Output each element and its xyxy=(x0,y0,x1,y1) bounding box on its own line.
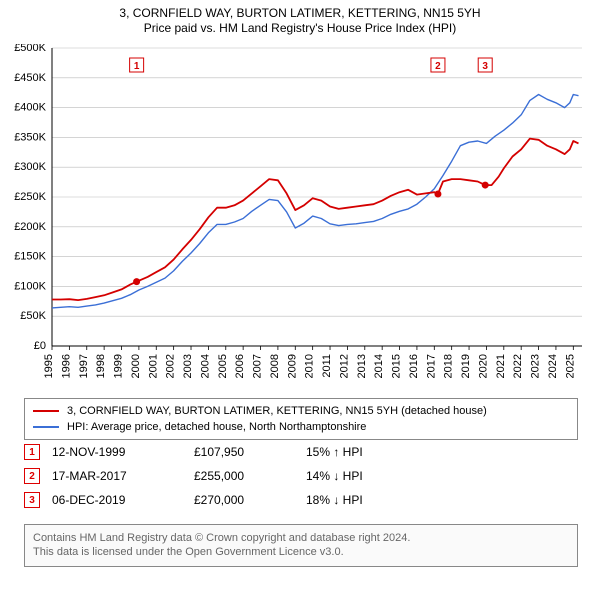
svg-text:£350K: £350K xyxy=(14,131,46,143)
svg-text:2006: 2006 xyxy=(234,354,246,378)
legend-label-property: 3, CORNFIELD WAY, BURTON LATIMER, KETTER… xyxy=(67,405,487,417)
svg-text:2018: 2018 xyxy=(443,354,455,378)
svg-text:£250K: £250K xyxy=(14,191,46,203)
svg-text:1997: 1997 xyxy=(78,354,90,378)
event-price-2: £255,000 xyxy=(194,469,294,483)
svg-text:£0: £0 xyxy=(34,340,46,352)
svg-text:£500K: £500K xyxy=(14,44,46,54)
event-marker-1: 1 xyxy=(24,444,40,460)
title-line-2: Price paid vs. HM Land Registry's House … xyxy=(0,21,600,36)
svg-text:2025: 2025 xyxy=(564,354,576,378)
event-row-2: 2 17-MAR-2017 £255,000 14% ↓ HPI xyxy=(24,464,426,488)
legend-label-hpi: HPI: Average price, detached house, Nort… xyxy=(67,421,366,433)
event-diff-3: 18% ↓ HPI xyxy=(306,493,426,507)
chart-plot: £0 £50K £100K £150K £200K £250K £300K £350K £400… xyxy=(8,44,592,384)
legend-row-hpi: HPI: Average price, detached house, Nort… xyxy=(33,419,569,435)
svg-text:2019: 2019 xyxy=(460,354,472,378)
svg-text:£450K: £450K xyxy=(14,72,46,84)
svg-text:2009: 2009 xyxy=(286,354,298,378)
svg-text:2003: 2003 xyxy=(182,354,194,378)
event-diff-2: 14% ↓ HPI xyxy=(306,469,426,483)
svg-text:£200K: £200K xyxy=(14,221,46,233)
svg-text:2020: 2020 xyxy=(477,354,489,378)
attribution-line-2: This data is licensed under the Open Gov… xyxy=(33,545,569,559)
event-price-1: £107,950 xyxy=(194,445,294,459)
event-date-2: 17-MAR-2017 xyxy=(52,469,182,483)
event-marker-3: 3 xyxy=(24,492,40,508)
event-date-1: 12-NOV-1999 xyxy=(52,445,182,459)
svg-text:£50K: £50K xyxy=(20,310,46,322)
events-table: 1 12-NOV-1999 £107,950 15% ↑ HPI 2 17-MA… xyxy=(24,440,426,512)
svg-text:2002: 2002 xyxy=(165,354,177,378)
svg-text:2016: 2016 xyxy=(408,354,420,378)
event-marker-2: 2 xyxy=(24,468,40,484)
svg-text:2012: 2012 xyxy=(338,354,350,378)
svg-text:2007: 2007 xyxy=(252,354,264,378)
event-price-3: £270,000 xyxy=(194,493,294,507)
svg-text:2013: 2013 xyxy=(356,354,368,378)
legend-row-property: 3, CORNFIELD WAY, BURTON LATIMER, KETTER… xyxy=(33,403,569,419)
title-line-1: 3, CORNFIELD WAY, BURTON LATIMER, KETTER… xyxy=(0,6,600,21)
svg-text:2011: 2011 xyxy=(321,354,333,378)
event-row-1: 1 12-NOV-1999 £107,950 15% ↑ HPI xyxy=(24,440,426,464)
svg-text:£100K: £100K xyxy=(14,280,46,292)
svg-text:2010: 2010 xyxy=(304,354,316,378)
svg-text:2021: 2021 xyxy=(495,354,507,378)
svg-text:2015: 2015 xyxy=(391,354,403,378)
svg-text:2005: 2005 xyxy=(217,354,229,378)
event-date-3: 06-DEC-2019 xyxy=(52,493,182,507)
attribution-box: Contains HM Land Registry data © Crown c… xyxy=(24,524,578,567)
svg-text:2024: 2024 xyxy=(547,354,559,378)
svg-text:2001: 2001 xyxy=(147,354,159,378)
svg-text:2008: 2008 xyxy=(269,354,281,378)
chart-container: 3, CORNFIELD WAY, BURTON LATIMER, KETTER… xyxy=(0,0,600,590)
svg-text:£300K: £300K xyxy=(14,161,46,173)
svg-text:1998: 1998 xyxy=(95,354,107,378)
svg-text:£150K: £150K xyxy=(14,251,46,263)
svg-text:2022: 2022 xyxy=(512,354,524,378)
svg-text:2004: 2004 xyxy=(199,354,211,378)
event-row-3: 3 06-DEC-2019 £270,000 18% ↓ HPI xyxy=(24,488,426,512)
legend-swatch-hpi xyxy=(33,426,59,428)
svg-text:1999: 1999 xyxy=(113,354,125,378)
svg-text:2: 2 xyxy=(435,61,441,72)
svg-text:2017: 2017 xyxy=(425,354,437,378)
event-diff-1: 15% ↑ HPI xyxy=(306,445,426,459)
title-block: 3, CORNFIELD WAY, BURTON LATIMER, KETTER… xyxy=(0,0,600,36)
svg-text:2000: 2000 xyxy=(130,354,142,378)
svg-text:1: 1 xyxy=(134,61,140,72)
svg-text:£400K: £400K xyxy=(14,102,46,114)
attribution-line-1: Contains HM Land Registry data © Crown c… xyxy=(33,531,569,545)
legend-swatch-property xyxy=(33,410,59,412)
legend-box: 3, CORNFIELD WAY, BURTON LATIMER, KETTER… xyxy=(24,398,578,440)
svg-text:2023: 2023 xyxy=(530,354,542,378)
svg-text:1996: 1996 xyxy=(60,354,72,378)
svg-text:1995: 1995 xyxy=(43,354,55,378)
svg-text:3: 3 xyxy=(482,61,488,72)
svg-text:2014: 2014 xyxy=(373,354,385,378)
